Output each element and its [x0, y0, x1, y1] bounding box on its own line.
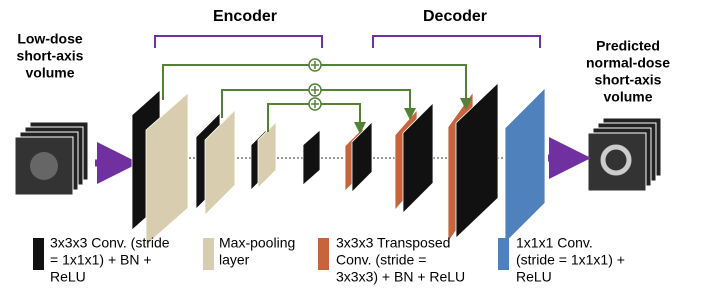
encoder-bracket	[155, 36, 322, 48]
legend-text: Conv. (stride =	[336, 252, 426, 268]
output-label: normal-dose	[586, 55, 670, 71]
layer-plate	[505, 88, 545, 243]
legend-text: 3x3x3) + BN + ReLU	[336, 269, 465, 285]
legend-text: (stride = 1x1x1) +	[516, 252, 625, 268]
diagram: Encoder Decoder Low-doseshort-axisvolume…	[0, 0, 702, 295]
legend-text: = 1x1x1) + BN +	[50, 252, 152, 268]
legend-text: ReLU	[50, 269, 86, 285]
decoder-title: Decoder	[423, 8, 487, 25]
legend-swatch	[33, 238, 44, 270]
layer-plate	[403, 103, 433, 213]
legend-text: ReLU	[516, 269, 552, 285]
input-label: short-axis	[17, 48, 84, 64]
legend-swatch	[203, 238, 214, 270]
legend-text: layer	[219, 252, 250, 268]
layer-plate	[303, 130, 320, 185]
legend-text: 3x3x3 Transposed	[336, 235, 450, 251]
decoder-bracket	[373, 36, 540, 48]
encoder-title: Encoder	[213, 8, 277, 25]
layer-plate	[456, 83, 498, 238]
sum-nodes	[309, 59, 321, 110]
output-label: volume	[603, 89, 652, 105]
input-label: Low-dose	[17, 31, 83, 47]
legend-text: 3x3x3 Conv. (stride	[50, 235, 170, 251]
output-volume	[588, 118, 661, 191]
input-volume	[15, 122, 88, 195]
layer-plate	[352, 122, 372, 192]
legend-text: Max-pooling	[219, 235, 295, 251]
legend-swatch	[498, 238, 509, 270]
legend-swatch	[318, 238, 329, 270]
legend-text: 1x1x1 Conv.	[516, 235, 593, 251]
output-label: short-axis	[595, 72, 662, 88]
input-label: volume	[25, 65, 74, 81]
output-label: Predicted	[596, 38, 660, 54]
